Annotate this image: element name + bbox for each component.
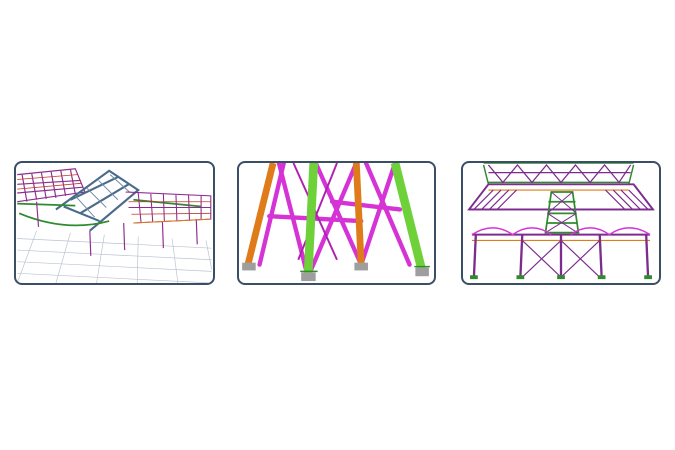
canopy-frame-structure-model — [461, 161, 661, 285]
roof-truss-structure-model — [14, 161, 215, 285]
tower-bracing-drawing — [242, 163, 430, 282]
roof-truss-drawing — [16, 168, 213, 283]
tower-leg-bracing-model — [237, 161, 436, 285]
canopy-frame-drawing — [467, 163, 655, 280]
